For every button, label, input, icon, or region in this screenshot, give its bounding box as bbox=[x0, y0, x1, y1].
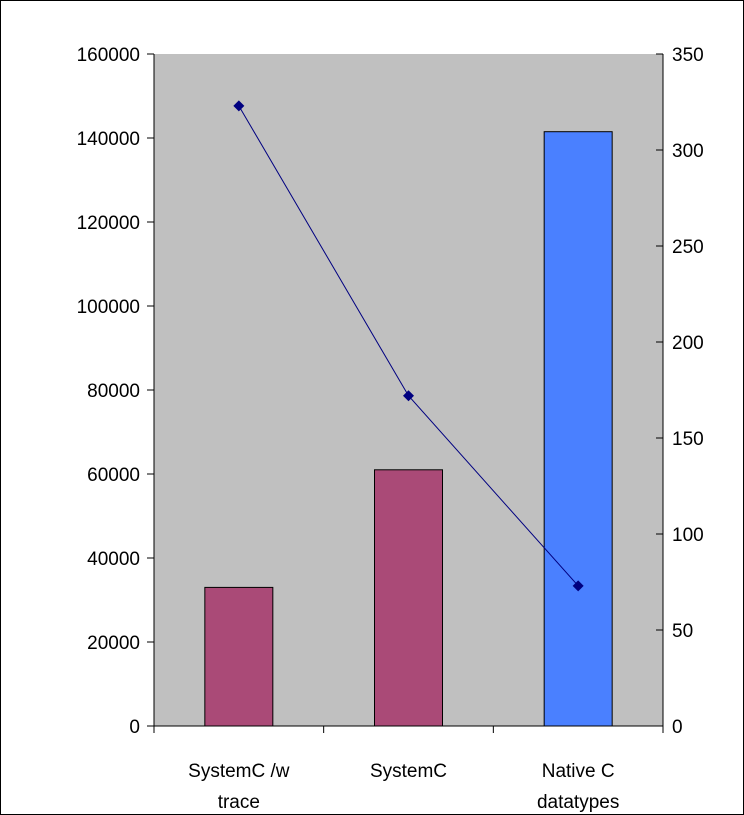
bar-1 bbox=[204, 586, 274, 727]
line-point-1 bbox=[233, 100, 245, 112]
y-left-tick-label: 140000 bbox=[77, 129, 140, 150]
bar-3 bbox=[543, 131, 613, 727]
y-left-tick-label: 120000 bbox=[77, 213, 140, 234]
bar-2 bbox=[374, 469, 443, 727]
y-left-tick-label: 0 bbox=[129, 717, 140, 738]
y-right-tick-label: 200 bbox=[672, 333, 704, 354]
line-series bbox=[233, 100, 584, 592]
line-point-3 bbox=[572, 580, 584, 592]
y-left-tick-label: 40000 bbox=[87, 549, 140, 570]
x-category-label: Native C bbox=[542, 761, 615, 782]
y-right-tick-label: 150 bbox=[672, 429, 704, 450]
x-category-label: SystemC /w bbox=[188, 761, 290, 782]
x-category-label: SystemC bbox=[370, 761, 447, 782]
y-right-tick-label: 300 bbox=[672, 141, 704, 162]
y-left-tick-label: 160000 bbox=[77, 45, 140, 66]
line-point-2 bbox=[403, 390, 414, 402]
y-right-tick-label: 100 bbox=[672, 525, 704, 546]
y-right-tick-label: 350 bbox=[672, 45, 704, 66]
y-left-tick-label: 80000 bbox=[87, 381, 140, 402]
bar-series bbox=[204, 131, 613, 727]
tick-labels: 0 20000 40000 60000 80000 100000 120000 140000 1… bbox=[77, 45, 704, 813]
y-right-tick-label: 50 bbox=[672, 621, 693, 642]
y-left-tick-label: 60000 bbox=[87, 465, 140, 486]
y-right-tick-label: 0 bbox=[672, 717, 683, 738]
axes bbox=[147, 53, 664, 733]
y-left-tick-label: 100000 bbox=[77, 297, 140, 318]
y-right-tick-label: 250 bbox=[672, 237, 704, 258]
x-category-label: datatypes bbox=[537, 792, 619, 813]
y-left-tick-label: 20000 bbox=[87, 633, 140, 654]
x-category-label: trace bbox=[218, 792, 260, 813]
